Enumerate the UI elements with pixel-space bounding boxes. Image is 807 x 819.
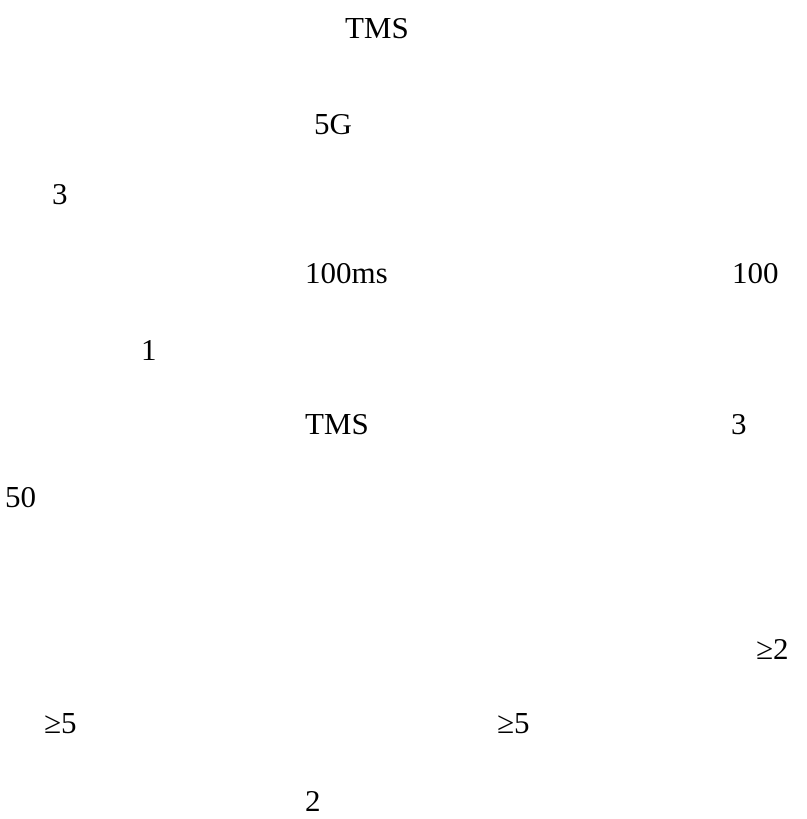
text-fragment-50: 50 [5,479,36,514]
text-fragment-1: 1 [141,332,157,367]
text-fragment-100ms: 100ms [305,255,388,290]
text-fragment-100: 100 [732,255,779,290]
text-fragment-tms: TMS [305,406,369,441]
text-fragment-tms-heading: TMS [345,10,409,45]
text-fragment-3b: 3 [731,406,747,441]
text-fragment-5g: 5G [314,106,352,141]
text-fragment-3: 3 [52,176,68,211]
text-fragment-gte2: ≥2 [756,631,789,666]
text-fragment-gte5-left: ≥5 [44,705,77,740]
text-fragment-2: 2 [305,783,321,818]
text-fragment-gte5-right: ≥5 [497,705,530,740]
